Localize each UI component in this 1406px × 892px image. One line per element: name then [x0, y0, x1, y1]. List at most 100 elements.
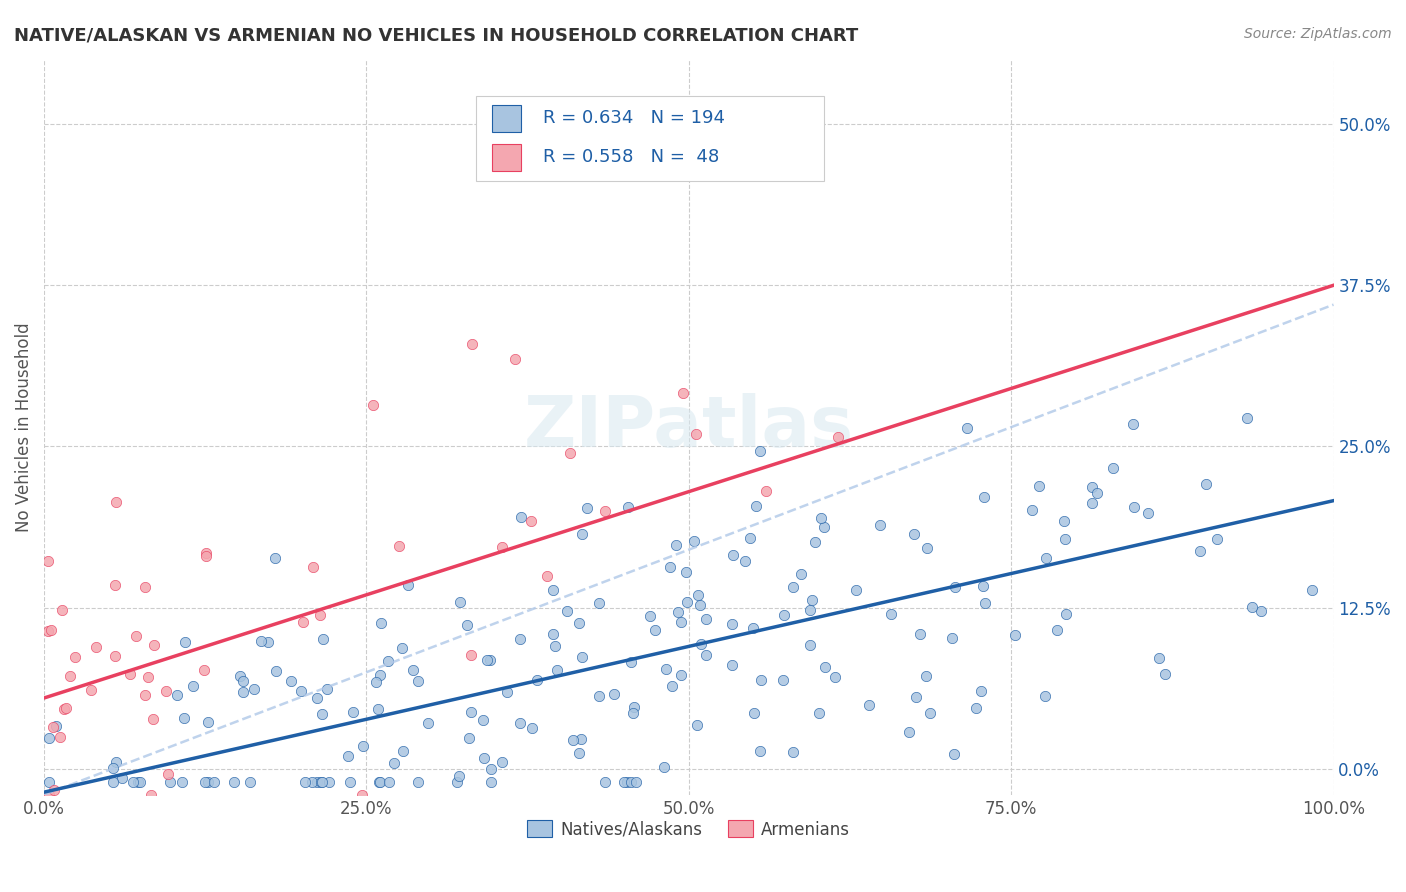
- Point: [38, 774, 60, 789]
- Point: [159, 774, 181, 789]
- Point: [456, 618, 478, 632]
- Point: [973, 491, 995, 505]
- Point: [773, 607, 796, 622]
- Point: [799, 602, 821, 616]
- Point: [824, 670, 846, 684]
- Point: [675, 565, 697, 579]
- Point: [695, 612, 717, 626]
- Point: [337, 748, 360, 763]
- Point: [1004, 628, 1026, 642]
- Point: [479, 774, 502, 789]
- Point: [522, 721, 544, 735]
- Point: [543, 627, 565, 641]
- Point: [685, 427, 707, 442]
- Point: [496, 685, 519, 699]
- Point: [37, 624, 59, 639]
- Point: [280, 674, 302, 689]
- Point: [782, 745, 804, 759]
- Point: [202, 774, 225, 789]
- Point: [38, 788, 60, 802]
- Point: [301, 560, 323, 574]
- Point: [672, 386, 695, 401]
- Point: [558, 446, 581, 460]
- Point: [748, 744, 770, 758]
- Point: [858, 698, 880, 713]
- Text: R = 0.634   N = 194: R = 0.634 N = 194: [543, 110, 725, 128]
- Point: [142, 638, 165, 652]
- Point: [772, 673, 794, 687]
- Point: [378, 774, 401, 789]
- Point: [104, 578, 127, 592]
- Point: [576, 501, 599, 516]
- Point: [475, 653, 498, 667]
- Point: [509, 632, 531, 647]
- Point: [311, 774, 333, 789]
- Point: [721, 657, 744, 672]
- Point: [447, 769, 470, 783]
- Point: [808, 706, 831, 720]
- Point: [661, 680, 683, 694]
- Point: [905, 690, 928, 704]
- Point: [127, 774, 149, 789]
- Text: Source: ZipAtlas.com: Source: ZipAtlas.com: [1244, 27, 1392, 41]
- Point: [1250, 603, 1272, 617]
- Point: [370, 774, 392, 789]
- Point: [546, 664, 568, 678]
- Point: [1046, 624, 1069, 638]
- Point: [1028, 479, 1050, 493]
- Point: [491, 540, 513, 554]
- Point: [744, 499, 766, 513]
- Point: [569, 732, 592, 747]
- Point: [695, 648, 717, 663]
- Point: [173, 635, 195, 649]
- Point: [869, 518, 891, 533]
- Point: [644, 623, 666, 637]
- Point: [503, 351, 526, 366]
- Legend: Natives/Alaskans, Armenians: Natives/Alaskans, Armenians: [520, 814, 856, 846]
- Point: [1085, 485, 1108, 500]
- Point: [170, 774, 193, 789]
- Point: [406, 674, 429, 689]
- Point: [557, 604, 579, 618]
- Point: [1149, 651, 1171, 665]
- Point: [266, 665, 288, 679]
- Point: [478, 653, 501, 667]
- Point: [666, 605, 689, 619]
- Point: [741, 621, 763, 635]
- Point: [460, 648, 482, 663]
- Point: [616, 774, 638, 789]
- Point: [80, 683, 103, 698]
- Point: [197, 774, 219, 789]
- Point: [232, 673, 254, 688]
- Point: [686, 718, 709, 732]
- Point: [166, 688, 188, 702]
- Point: [1236, 411, 1258, 425]
- Point: [472, 750, 495, 764]
- Point: [101, 774, 124, 789]
- Point: [370, 615, 392, 630]
- Point: [571, 649, 593, 664]
- Point: [903, 527, 925, 541]
- Point: [1301, 582, 1323, 597]
- Point: [813, 520, 835, 534]
- Point: [915, 668, 938, 682]
- Point: [307, 774, 329, 789]
- Point: [449, 594, 471, 608]
- Point: [1035, 551, 1057, 566]
- Point: [232, 685, 254, 699]
- Point: [491, 755, 513, 769]
- Point: [367, 702, 389, 716]
- Point: [593, 504, 616, 518]
- Point: [943, 580, 966, 594]
- Point: [307, 691, 329, 706]
- Point: [827, 430, 849, 444]
- Point: [1053, 533, 1076, 547]
- FancyBboxPatch shape: [492, 144, 520, 170]
- Y-axis label: No Vehicles in Household: No Vehicles in Household: [15, 322, 32, 532]
- Point: [418, 715, 440, 730]
- Point: [173, 711, 195, 725]
- Point: [1052, 514, 1074, 528]
- Point: [377, 654, 399, 668]
- Point: [129, 774, 152, 789]
- Point: [312, 632, 335, 646]
